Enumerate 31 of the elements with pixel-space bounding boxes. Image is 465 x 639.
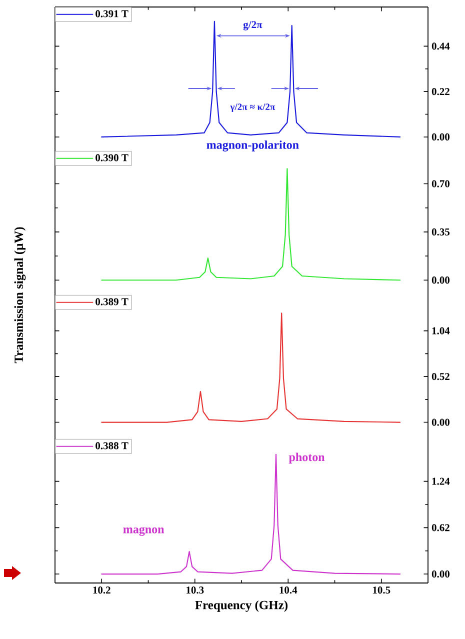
y-axis-title: Transmission signal (μW) xyxy=(14,227,26,364)
line-series xyxy=(101,454,401,575)
annotation: photon xyxy=(288,452,325,464)
annotation: g/2π xyxy=(243,21,262,30)
y-tick-label: 0.00 xyxy=(432,276,450,284)
annotation: γ/2π ≈ κ/2π xyxy=(230,104,276,112)
legend-label: 0.388 T xyxy=(96,442,128,450)
x-tick-label: 10.3 xyxy=(186,586,204,594)
y-tick-label: 0.00 xyxy=(432,570,450,578)
y-tick-label: 0.22 xyxy=(432,88,450,96)
y-tick-label: 0.00 xyxy=(432,418,450,426)
y-tick-label: 0.35 xyxy=(432,228,450,236)
annotation: magnon xyxy=(123,527,164,536)
x-tick-label: 10.5 xyxy=(373,586,390,594)
x-axis-title: Frequency (GHz) xyxy=(195,600,288,612)
y-tick-label: 0.70 xyxy=(432,180,450,188)
x-tick-label: 10.2 xyxy=(93,586,110,594)
y-tick-label: 0.52 xyxy=(432,372,450,380)
y-tick-label: 1.04 xyxy=(432,327,450,334)
line-series xyxy=(101,168,401,281)
line-series xyxy=(101,312,401,423)
x-tick-label: 10.4 xyxy=(280,586,298,594)
y-tick-label: 0.00 xyxy=(432,133,450,141)
legend-label: 0.391 T xyxy=(96,10,128,18)
line-series xyxy=(101,20,401,138)
y-tick-label: 1.24 xyxy=(432,478,450,485)
y-tick-label: 0.62 xyxy=(432,524,450,532)
legend-label: 0.389 T xyxy=(96,298,128,306)
y-tick-label: 0.44 xyxy=(432,42,450,50)
annotation: magnon-polariton xyxy=(206,140,299,152)
legend-label: 0.390 T xyxy=(96,154,128,162)
